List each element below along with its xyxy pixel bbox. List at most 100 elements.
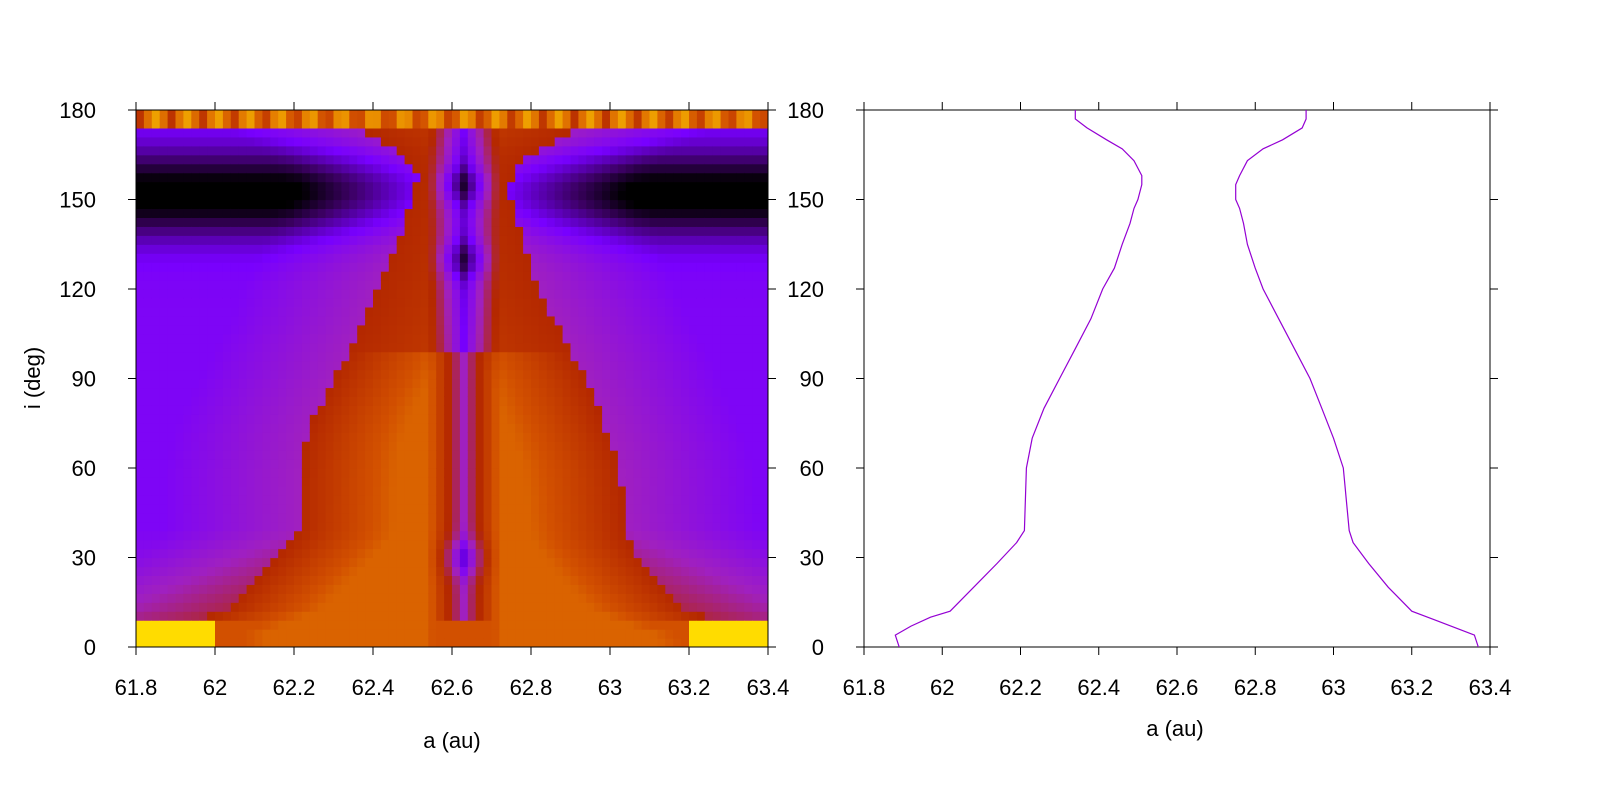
heatmap-cell [222, 217, 232, 227]
heatmap-cell [578, 459, 587, 469]
heatmap-cell [452, 253, 461, 263]
heatmap-cell [380, 342, 390, 353]
heatmap-cell [720, 145, 730, 156]
heatmap-cell [159, 611, 169, 621]
heatmap-cell [649, 503, 658, 514]
heatmap-cell [617, 521, 627, 532]
heatmap-cell [183, 136, 192, 147]
heatmap-cell [143, 378, 153, 389]
heatmap-cell [570, 145, 579, 156]
heatmap-cell [459, 235, 469, 245]
heatmap-cell [428, 575, 437, 585]
heatmap-cell [373, 557, 382, 568]
heatmap-cell [673, 181, 682, 192]
heatmap-cell [151, 208, 161, 218]
heatmap-cell [199, 333, 208, 344]
heatmap-cell [357, 432, 366, 442]
heatmap-cell [665, 378, 674, 389]
heatmap-cell [396, 539, 406, 550]
heatmap-cell [728, 190, 737, 201]
heatmap-cell [270, 378, 279, 389]
heatmap-cell [317, 369, 327, 380]
heatmap-cell [428, 476, 437, 487]
heatmap-cell [483, 468, 493, 478]
heatmap-cell [649, 441, 658, 451]
heatmap-cell [333, 396, 342, 406]
heatmap-cell [649, 593, 658, 603]
heatmap-cell [143, 584, 153, 594]
heatmap-cell [294, 638, 303, 647]
heatmap-cell [294, 244, 303, 254]
heatmap-cell [333, 485, 342, 496]
heatmap-cell [625, 575, 635, 585]
heatmap-cell [617, 584, 627, 594]
heatmap-cell [625, 485, 635, 496]
heatmap-cell [452, 441, 461, 451]
heatmap-cell [712, 289, 722, 299]
heatmap-cell [191, 118, 200, 129]
heatmap-cell [341, 208, 350, 218]
heatmap-cell [420, 262, 429, 272]
heatmap-cell [681, 396, 690, 406]
heatmap-cell [199, 172, 208, 183]
heatmap-cell [499, 136, 508, 147]
heatmap-cell [459, 405, 469, 415]
heatmap-cell [696, 127, 706, 138]
heatmap-cell [262, 629, 271, 639]
heatmap-cell [452, 315, 461, 326]
heatmap-cell [704, 351, 714, 362]
heatmap-cell [278, 226, 287, 236]
heatmap-cell [752, 485, 761, 496]
heatmap-cell [554, 638, 564, 647]
heatmap-cell [175, 593, 184, 603]
heatmap-cell [309, 584, 319, 594]
heatmap-cell [301, 530, 311, 541]
heatmap-cell [207, 575, 216, 585]
heatmap-cell [151, 342, 161, 353]
heatmap-cell [483, 575, 493, 585]
heatmap-cell [617, 163, 627, 174]
heatmap-cell [357, 333, 366, 344]
heatmap-cell [515, 369, 524, 380]
heatmap-cell [681, 297, 690, 308]
heatmap-cell [475, 199, 485, 210]
heatmap-cell [515, 476, 524, 487]
heatmap-cell [191, 342, 200, 353]
heatmap-cell [578, 324, 587, 335]
heatmap-cell [262, 280, 271, 290]
heatmap-cell [341, 118, 350, 129]
heatmap-cell [515, 199, 524, 210]
heatmap-cell [278, 494, 287, 505]
heatmap-cell [286, 611, 295, 621]
heatmap-cell [436, 423, 445, 433]
heatmap-cell [365, 485, 374, 496]
heatmap-cell [254, 208, 263, 218]
heatmap-cell [420, 369, 429, 380]
heatmap-cell [428, 324, 437, 335]
heatmap-cell [333, 253, 342, 263]
heatmap-cell [436, 297, 445, 308]
heatmap-cell [625, 557, 635, 568]
heatmap-cell [159, 253, 169, 263]
heatmap-cell [649, 244, 658, 254]
heatmap-cell [546, 459, 556, 469]
heatmap-cell [246, 530, 256, 541]
heatmap-cell [301, 172, 311, 183]
heatmap-cell [633, 450, 643, 460]
heatmap-cell [657, 351, 666, 362]
heatmap-cell [317, 127, 327, 138]
heatmap-cell [286, 512, 295, 523]
heatmap-cell [586, 378, 595, 389]
heatmap-cell [325, 127, 335, 138]
heatmap-cell [373, 217, 382, 227]
heatmap-cell [491, 351, 500, 362]
heatmap-cell [617, 423, 627, 433]
heatmap-cell [554, 324, 564, 335]
heatmap-cell [523, 450, 532, 460]
heatmap-cell [641, 289, 651, 299]
heatmap-cell [365, 557, 374, 568]
heatmap-cell [388, 387, 398, 397]
heatmap-cell [183, 584, 192, 594]
heatmap-cell [507, 127, 516, 138]
heatmap-cell [238, 172, 248, 183]
